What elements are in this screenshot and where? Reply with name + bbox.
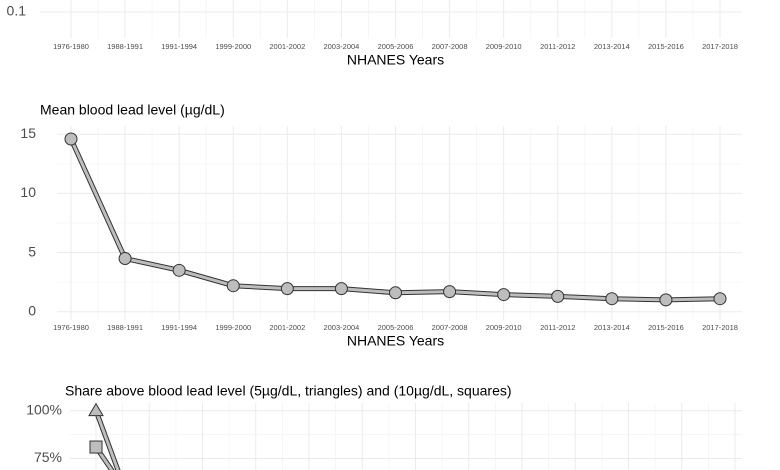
marker-circle xyxy=(443,285,457,299)
marker-circle xyxy=(64,132,78,146)
y-tick-label: 0.1 xyxy=(7,3,27,19)
line-stub xyxy=(94,410,120,470)
marker-circle xyxy=(551,289,565,303)
x-tick-label: 2013-2014 xyxy=(594,42,630,51)
x-tick-label: 2005-2006 xyxy=(378,323,414,332)
y-tick-label: 5 xyxy=(28,243,36,259)
y-tick-label: 15 xyxy=(20,125,36,141)
x-tick-label: 2015-2016 xyxy=(648,42,684,51)
marker-circle xyxy=(659,293,673,307)
x-tick-label: 1976-1980 xyxy=(53,323,89,332)
y-tick-label: 75% xyxy=(34,449,62,465)
x-axis-label: NHANES Years xyxy=(347,52,444,68)
marker-circle xyxy=(713,292,727,306)
x-tick-label: 1988-1991 xyxy=(107,323,143,332)
chart-title: Share above blood lead level (5µg/dL, tr… xyxy=(65,383,512,399)
marker-circle xyxy=(605,292,619,306)
x-tick-label: 2015-2016 xyxy=(648,323,684,332)
marker-circle xyxy=(280,282,294,296)
marker-circle xyxy=(389,286,402,300)
y-tick-label: 0 xyxy=(28,302,36,318)
x-tick-label: 1976-1980 xyxy=(53,42,89,51)
x-tick-label: 2007-2008 xyxy=(432,42,468,51)
y-tick-label: 10 xyxy=(20,184,36,200)
x-tick-label: 2017-2018 xyxy=(702,42,738,51)
x-tick-label: 2007-2008 xyxy=(432,323,468,332)
x-tick-label: 2001-2002 xyxy=(269,323,305,332)
x-tick-label: 2003-2004 xyxy=(323,323,359,332)
x-tick-label: 2017-2018 xyxy=(702,323,738,332)
chart-title: Mean blood lead level (µg/dL) xyxy=(40,102,225,118)
y-tick-label: 100% xyxy=(26,401,62,417)
x-tick-label: 2013-2014 xyxy=(594,323,630,332)
x-tick-label: 2009-2010 xyxy=(486,323,522,332)
x-tick-label: 1999-2000 xyxy=(215,42,251,51)
x-tick-label: 1991-1994 xyxy=(161,323,197,332)
marker-triangle xyxy=(88,402,104,417)
x-tick-label: 1999-2000 xyxy=(215,323,251,332)
x-tick-label: 2003-2004 xyxy=(323,42,359,51)
marker-circle xyxy=(497,288,511,302)
marker-circle xyxy=(334,282,348,296)
x-axis-label: NHANES Years xyxy=(347,333,444,349)
line-stub xyxy=(94,446,114,470)
x-tick-label: 2009-2010 xyxy=(486,42,522,51)
x-tick-label: 2011-2012 xyxy=(540,42,575,51)
marker-square xyxy=(89,440,103,454)
x-tick-label: 1991-1994 xyxy=(161,42,197,51)
x-tick-label: 2005-2006 xyxy=(378,42,414,51)
marker-circle xyxy=(172,263,186,277)
marker-circle xyxy=(118,251,132,265)
x-tick-label: 1988-1991 xyxy=(107,42,143,51)
x-tick-label: 2001-2002 xyxy=(269,42,305,51)
marker-circle xyxy=(226,279,240,293)
x-tick-label: 2011-2012 xyxy=(540,323,575,332)
